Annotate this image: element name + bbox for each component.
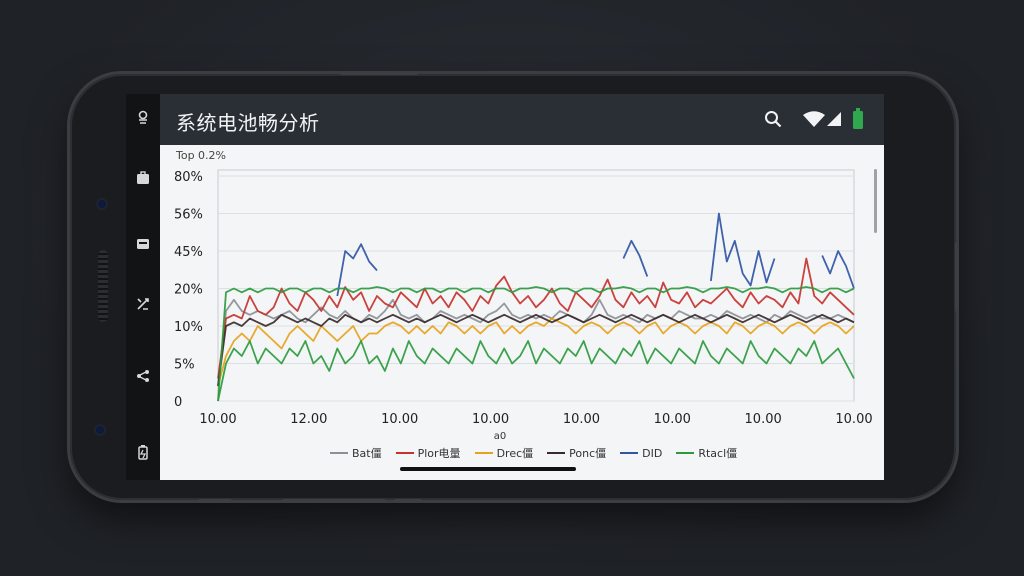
- series-line: [217, 298, 855, 387]
- y-tick-label: 56%: [174, 208, 203, 223]
- y-tick-label: 80%: [174, 170, 203, 185]
- y-tick-label: 45%: [174, 245, 203, 260]
- legend-swatch: [676, 452, 695, 454]
- legend-item: Plor电量: [395, 445, 461, 461]
- plot-frame: [217, 169, 855, 402]
- legend-item: Rtacl僵: [676, 445, 737, 461]
- share-icon[interactable]: [135, 368, 151, 384]
- series-line: [217, 313, 855, 387]
- wifi-icon: [803, 111, 825, 127]
- battery-swap-icon[interactable]: [135, 444, 151, 460]
- legend-item: Ponc僵: [547, 445, 606, 461]
- legend-label: Drec僵: [496, 447, 534, 460]
- volume-button: [340, 71, 418, 75]
- legend-swatch: [547, 452, 566, 454]
- series-line: [336, 212, 855, 297]
- pin-icon[interactable]: [135, 110, 151, 126]
- x-tick-label: 10.00: [563, 412, 600, 427]
- front-camera: [98, 200, 106, 208]
- card-icon[interactable]: [135, 236, 151, 252]
- power-button: [955, 242, 959, 312]
- briefcase-icon[interactable]: [135, 170, 151, 186]
- chart-legend: Bat僵 Plor电量 Drec僵 Ponc僵 DID Rtacl僵: [330, 444, 737, 462]
- series-line: [217, 317, 855, 387]
- legend-item: Bat僵: [330, 445, 382, 461]
- legend-swatch: [474, 452, 493, 454]
- legend-swatch: [330, 452, 348, 454]
- side-button: [394, 499, 422, 503]
- x-tick-label: 10.00: [835, 412, 872, 427]
- series-line: [217, 257, 855, 379]
- x-tick-label: 10.00: [745, 412, 782, 427]
- x-tick-label: 10.00: [654, 412, 691, 427]
- series-line: [217, 286, 855, 402]
- legend-swatch: [395, 452, 414, 454]
- legend-label: Rtacl僵: [698, 447, 738, 460]
- x-tick-label: 10.00: [381, 412, 418, 427]
- speaker-grille: [98, 250, 108, 322]
- side-button: [282, 499, 386, 503]
- side-button: [198, 499, 232, 503]
- y-tick-label: 5%: [174, 358, 195, 373]
- chart-area: Top 0.2% 0 5% 10% 20% 45% 56% 80% 10.00 12.00 10.0…: [160, 145, 884, 480]
- y-tick-label: 10%: [174, 320, 203, 335]
- legend-swatch: [620, 452, 639, 454]
- chart-top-label: Top 0.2%: [175, 149, 226, 162]
- legend-item: DID: [620, 447, 662, 460]
- x-tick-label: 10.00: [199, 412, 236, 427]
- y-tick-label: 0: [174, 395, 182, 410]
- app-title: 系统电池畅分析: [176, 111, 320, 135]
- battery-icon: [853, 108, 863, 129]
- sensor: [96, 426, 104, 434]
- legend-item: Drec僵: [474, 445, 534, 461]
- home-indicator[interactable]: [400, 467, 576, 471]
- legend-label: Plor电量: [417, 447, 461, 460]
- app-bar: 系统电池畅分析: [160, 94, 884, 145]
- legend-label: DID: [642, 446, 663, 460]
- x-tick-label: 12.00: [290, 412, 327, 427]
- legend-label: Ponc僵: [569, 447, 607, 460]
- tools-icon[interactable]: [135, 296, 151, 312]
- series-line: [217, 340, 855, 402]
- x-axis-caption: a0: [494, 431, 507, 442]
- screen: 系统电池畅分析 Top 0.2% 0 5% 10% 20% 45% 56% 80% 10.00 1…: [126, 94, 884, 480]
- line-chart: Top 0.2% 0 5% 10% 20% 45% 56% 80% 10.00 12.00 10.0…: [174, 149, 873, 442]
- legend-label: Bat僵: [352, 447, 382, 460]
- signal-icon: [827, 112, 841, 126]
- y-tick-label: 20%: [174, 283, 203, 298]
- search-icon[interactable]: [764, 110, 782, 128]
- side-navigation: [126, 94, 160, 480]
- x-tick-label: 10.00: [472, 412, 509, 427]
- scrollbar[interactable]: [874, 169, 877, 233]
